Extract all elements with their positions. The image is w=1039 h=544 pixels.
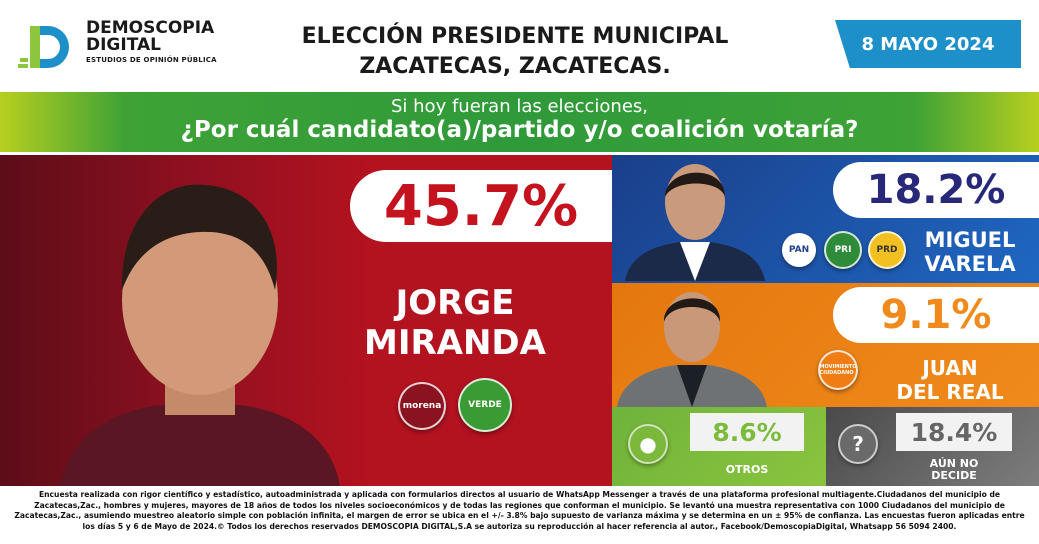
page-title: ELECCIÓN PRESIDENTE MUNICIPAL ZACATECAS,… — [230, 22, 800, 82]
question-line2: ¿Por cuál candidato(a)/partido y/o coali… — [180, 117, 859, 143]
last-name: DEL REAL — [896, 380, 1004, 404]
prd-logo-icon: PRD — [868, 231, 906, 269]
first-name: JUAN — [922, 356, 978, 380]
person-icon: ● — [628, 424, 668, 464]
label-line2: DECIDE — [931, 469, 977, 482]
percentage-others: 8.6% — [690, 413, 804, 451]
movimiento-ciudadano-logo-icon: MOVIMIENTO CIUDADANO — [818, 350, 858, 390]
label-line1: AÚN NO — [929, 457, 979, 470]
title-line1: ELECCIÓN PRESIDENTE MUNICIPAL — [301, 24, 729, 49]
logo-tagline: ESTUDIOS DE OPINIÓN PÚBLICA — [86, 56, 217, 64]
question-mark-icon: ? — [838, 424, 878, 464]
candidate-name-miranda: JORGE MIRANDA — [330, 283, 580, 363]
logo-line1: DEMOSCOPIA — [86, 18, 215, 38]
methodology-footnote: Encuesta realizada con rigor científico … — [14, 490, 1025, 531]
candidate-name-varela: MIGUEL VARELA — [915, 228, 1025, 276]
candidate-name-delreal: JUAN DEL REAL — [880, 356, 1020, 404]
last-name: MIRANDA — [364, 323, 546, 363]
candidate-photo-varela — [625, 164, 765, 281]
label-others: OTROS — [725, 463, 769, 476]
title-line2: ZACATECAS, ZACATECAS. — [359, 54, 671, 79]
label-undecided: AÚN NO DECIDE — [896, 458, 1012, 482]
percentage-miranda: 45.7% — [350, 170, 612, 242]
percentage-undecided: 18.4% — [896, 413, 1012, 451]
question-band — [0, 92, 1039, 152]
first-name: JORGE — [395, 283, 515, 323]
pri-logo-icon: PRI — [824, 231, 862, 269]
candidate-photo-miranda — [60, 184, 340, 486]
candidate-photo-delreal — [617, 292, 767, 407]
last-name: VARELA — [924, 252, 1016, 276]
demoscopia-logo: DEMOSCOPIA DIGITAL ESTUDIOS DE OPINIÓN P… — [8, 14, 218, 74]
question-line1: Si hoy fueran las elecciones, — [391, 96, 648, 117]
pan-logo-icon: PAN — [782, 233, 816, 267]
percentage-varela: 18.2% — [833, 162, 1039, 218]
morena-logo-icon: morena — [398, 382, 446, 430]
logo-line2: DIGITAL — [86, 35, 161, 55]
verde-logo-icon: VERDE — [458, 378, 512, 432]
first-name: MIGUEL — [924, 228, 1016, 252]
percentage-delreal: 9.1% — [833, 287, 1039, 343]
date-badge: 8 MAYO 2024 — [835, 20, 1021, 68]
logo-d-icon — [18, 26, 69, 68]
